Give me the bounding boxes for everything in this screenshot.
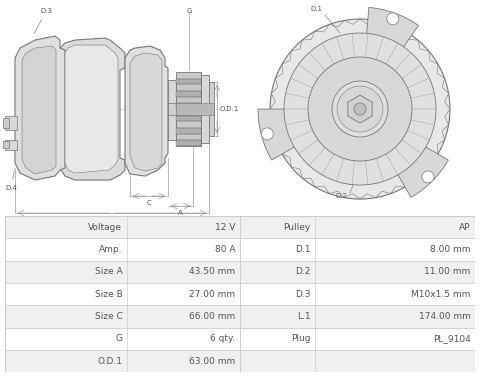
Circle shape (422, 171, 434, 183)
Text: Plug: Plug (291, 334, 311, 343)
Bar (240, 238, 475, 261)
Text: M10x1.5 mm: M10x1.5 mm (411, 290, 470, 299)
Bar (5, 327, 240, 350)
Text: D.1: D.1 (295, 245, 311, 254)
Circle shape (337, 86, 383, 132)
Text: L.1: L.1 (297, 312, 311, 321)
Polygon shape (65, 45, 118, 173)
Bar (176, 116, 201, 121)
Bar (5, 350, 240, 372)
Polygon shape (348, 95, 372, 123)
Bar (176, 79, 201, 84)
Text: D.4: D.4 (5, 171, 17, 191)
Circle shape (332, 81, 388, 137)
Bar (5, 305, 240, 327)
Bar (176, 141, 201, 146)
Bar (176, 103, 201, 109)
Text: D.2: D.2 (335, 193, 347, 199)
Bar (5, 116, 17, 130)
Text: Size A: Size A (95, 267, 122, 276)
Text: D.2: D.2 (295, 267, 311, 276)
Bar (5, 283, 240, 305)
Text: L.1: L.1 (107, 217, 117, 223)
Bar (3, 141, 9, 148)
Bar (240, 305, 475, 327)
Polygon shape (15, 36, 65, 180)
Text: G: G (115, 334, 122, 343)
Circle shape (284, 33, 436, 185)
Bar (240, 283, 475, 305)
Wedge shape (258, 109, 360, 160)
Polygon shape (125, 46, 168, 176)
Bar (168, 103, 193, 115)
Text: 27.00 mm: 27.00 mm (189, 290, 235, 299)
Text: 12 V: 12 V (215, 223, 235, 232)
Circle shape (308, 57, 412, 161)
Bar (201, 75, 209, 143)
Text: O.D.1: O.D.1 (97, 356, 122, 365)
Bar (240, 261, 475, 283)
Bar (240, 350, 475, 372)
Text: AP: AP (459, 223, 470, 232)
Bar (5, 216, 240, 238)
Text: 8.00 mm: 8.00 mm (430, 245, 470, 254)
Text: Voltage: Voltage (88, 223, 122, 232)
Bar (168, 80, 176, 140)
Text: PL_9104: PL_9104 (433, 334, 470, 343)
Bar (176, 128, 201, 134)
Text: C: C (146, 200, 151, 206)
Circle shape (270, 19, 450, 199)
Bar (5, 140, 17, 150)
Bar (176, 91, 201, 97)
Text: 174.00 mm: 174.00 mm (419, 312, 470, 321)
Bar (240, 216, 475, 238)
Text: 63.00 mm: 63.00 mm (189, 356, 235, 365)
Bar (209, 82, 214, 136)
Bar (176, 103, 214, 115)
Text: G: G (186, 8, 192, 14)
Text: 6 qty.: 6 qty. (210, 334, 235, 343)
Text: 80 A: 80 A (215, 245, 235, 254)
Bar (5, 238, 240, 261)
Circle shape (261, 128, 273, 140)
Text: O.D.1: O.D.1 (220, 106, 240, 112)
Text: 11.00 mm: 11.00 mm (424, 267, 470, 276)
Polygon shape (60, 38, 125, 180)
Text: Size C: Size C (95, 312, 122, 321)
Text: Amp.: Amp. (99, 245, 122, 254)
Text: D.1: D.1 (310, 6, 322, 12)
Text: Size B: Size B (95, 290, 122, 299)
Text: 43.50 mm: 43.50 mm (189, 267, 235, 276)
Bar (240, 327, 475, 350)
Wedge shape (360, 8, 419, 109)
Text: Pulley: Pulley (283, 223, 311, 232)
Bar (3, 118, 9, 128)
Polygon shape (130, 53, 162, 171)
Text: A: A (178, 210, 182, 216)
Circle shape (354, 103, 366, 115)
Bar (176, 72, 201, 146)
Text: 66.00 mm: 66.00 mm (189, 312, 235, 321)
Wedge shape (360, 109, 448, 197)
Circle shape (387, 13, 399, 25)
Polygon shape (22, 46, 56, 174)
Text: D.3: D.3 (34, 8, 52, 33)
Text: D.3: D.3 (295, 290, 311, 299)
Bar (5, 261, 240, 283)
